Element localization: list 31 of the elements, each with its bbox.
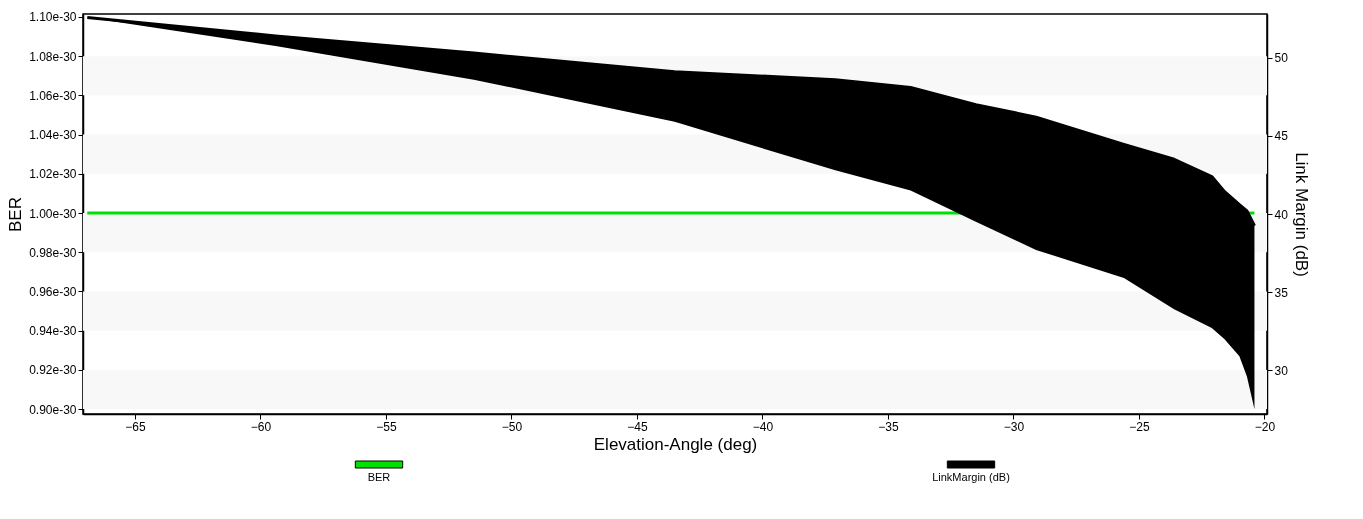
x-tick-label: −40 bbox=[752, 419, 774, 434]
y-tick-label: 0.90e-30 bbox=[29, 402, 77, 417]
y2-tick-label: 30 bbox=[1274, 363, 1289, 378]
y-tick-label: 0.98e-30 bbox=[29, 245, 77, 260]
y-axis-title: BER bbox=[6, 197, 26, 232]
y2-tick-label: 35 bbox=[1274, 285, 1289, 300]
y-tick-label: 1.02e-30 bbox=[29, 167, 77, 182]
y-tick-label: 1.04e-30 bbox=[29, 128, 77, 143]
x-tick-label: −60 bbox=[250, 419, 272, 434]
x-tick-label: −45 bbox=[627, 419, 648, 434]
y2-tick-label: 50 bbox=[1274, 51, 1289, 66]
y-tick-label: 1.10e-30 bbox=[29, 10, 77, 25]
x-tick-label: −50 bbox=[501, 419, 523, 434]
y-tick-label: 0.92e-30 bbox=[29, 363, 77, 378]
y-tick-label: 0.96e-30 bbox=[29, 284, 77, 299]
y2-tick-label: 45 bbox=[1274, 129, 1289, 144]
x-tick-label: −25 bbox=[1129, 419, 1150, 434]
legend-label: BER bbox=[367, 471, 391, 483]
y2-axis-title: Link Margin (dB) bbox=[1291, 152, 1311, 277]
x-tick-label: −30 bbox=[1003, 419, 1025, 434]
y-tick-label: 1.00e-30 bbox=[29, 206, 77, 221]
y-tick-label: 0.94e-30 bbox=[29, 324, 77, 339]
x-tick-label: −35 bbox=[878, 419, 899, 434]
y-tick-label: 1.06e-30 bbox=[29, 88, 77, 103]
y2-tick-label: 40 bbox=[1274, 207, 1289, 222]
x-tick-label: −20 bbox=[1254, 419, 1276, 434]
x-tick-label: −55 bbox=[376, 419, 397, 434]
legend-label: LinkMargin (dB) bbox=[932, 471, 1010, 483]
x-tick-label: −65 bbox=[125, 419, 146, 434]
y-tick-label: 1.08e-30 bbox=[29, 49, 77, 64]
x-axis-title: Elevation-Angle (deg) bbox=[593, 434, 758, 454]
